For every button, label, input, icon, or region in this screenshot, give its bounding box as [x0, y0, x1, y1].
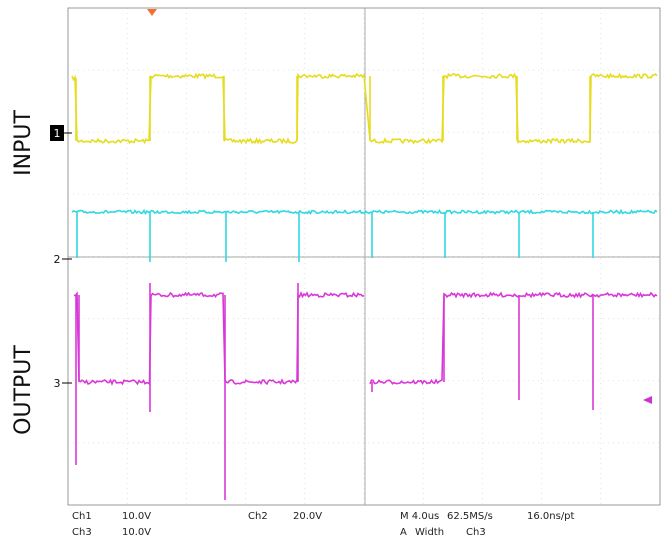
readout: Ch1 — [72, 511, 92, 522]
readout: 10.0V — [122, 511, 151, 522]
graticule — [68, 8, 660, 505]
readout: Ch3 — [72, 527, 92, 538]
readout: Ch2 — [248, 511, 268, 522]
readout: A — [400, 527, 407, 538]
trigger-position — [147, 9, 157, 16]
readout: M 4.0us — [400, 511, 439, 522]
channel-marker: 3 — [54, 377, 61, 390]
waveforms — [71, 72, 658, 500]
channel-marker: 2 — [54, 253, 61, 266]
input-label: INPUT — [11, 110, 36, 176]
trigger-level — [643, 396, 652, 404]
readout: 20.0V — [293, 511, 322, 522]
marker-box — [50, 125, 64, 141]
readout: 16.0ns/pt — [527, 511, 575, 522]
waveform — [71, 208, 658, 216]
waveform — [73, 291, 365, 386]
readout: 10.0V — [122, 527, 151, 538]
waveform — [71, 72, 658, 145]
output-label: OUTPUT — [11, 345, 36, 435]
waveform — [369, 291, 658, 386]
readout: Width — [415, 527, 444, 538]
readout: 62.5MS/s — [447, 511, 493, 522]
readout: Ch3 — [466, 527, 486, 538]
channel-marker: 1 — [54, 127, 61, 140]
